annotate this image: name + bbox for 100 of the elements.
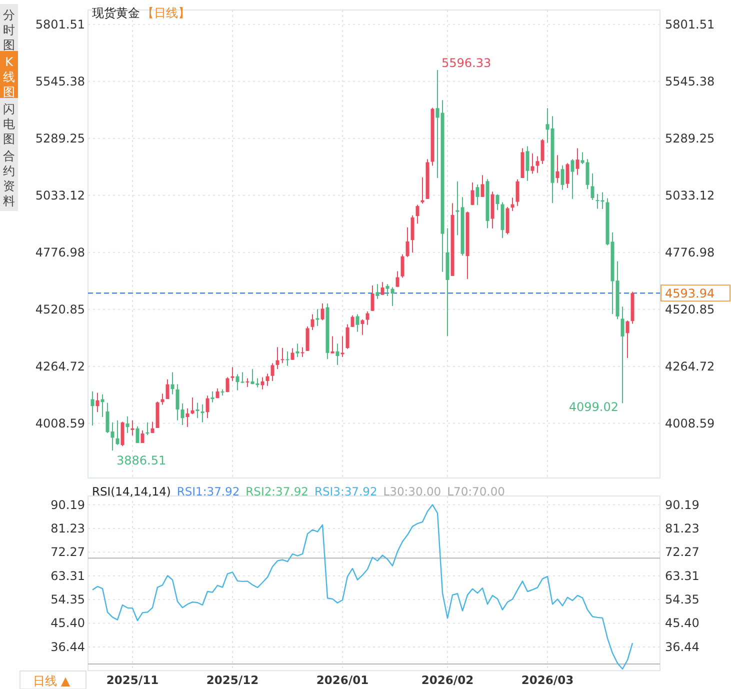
y-tick-label: 81.23 bbox=[50, 521, 85, 536]
y-tick-label: 63.31 bbox=[50, 568, 85, 583]
candlestick bbox=[480, 174, 484, 198]
candlestick bbox=[336, 343, 340, 366]
candlestick bbox=[320, 303, 324, 321]
y-tick-label: 90.19 bbox=[50, 498, 85, 512]
y2-tick-label: 4776.98 bbox=[665, 245, 715, 260]
candlestick bbox=[390, 286, 394, 306]
y-tick-label: 45.40 bbox=[50, 616, 85, 630]
candlestick bbox=[400, 254, 404, 278]
y2-tick-label: 90.19 bbox=[665, 498, 700, 512]
candlestick bbox=[196, 402, 200, 419]
candlestick bbox=[280, 347, 284, 364]
x-tick-label: 2026/03 bbox=[521, 673, 574, 687]
y-tick-label: 5801.51 bbox=[35, 17, 85, 32]
x-tick-label: 2025/11 bbox=[106, 673, 159, 687]
candlestick bbox=[206, 395, 210, 419]
y2-tick-label: 81.23 bbox=[665, 521, 700, 536]
y2-tick-label: 54.35 bbox=[665, 592, 700, 607]
chart-subtitle: 【日线】 bbox=[142, 6, 190, 20]
candlestick bbox=[306, 326, 310, 352]
candlestick bbox=[226, 376, 230, 393]
annotation: 5596.33 bbox=[442, 56, 492, 70]
legend-title: RSI(14,14,14) bbox=[92, 484, 171, 498]
candlestick bbox=[470, 182, 474, 206]
candlestick bbox=[396, 270, 400, 288]
candlestick bbox=[340, 336, 344, 358]
candlestick bbox=[406, 226, 410, 258]
candlestick bbox=[126, 416, 130, 434]
candlestick bbox=[556, 154, 560, 184]
candlestick bbox=[536, 156, 540, 174]
y-tick-label: 72.27 bbox=[50, 545, 85, 560]
candlestick bbox=[120, 421, 124, 447]
y2-tick-label: 5289.25 bbox=[665, 131, 715, 146]
y2-tick-label: 5801.51 bbox=[665, 17, 715, 32]
candlestick bbox=[310, 314, 314, 331]
candlestick bbox=[330, 336, 334, 354]
candlestick bbox=[176, 384, 180, 421]
candlestick bbox=[136, 426, 140, 444]
candlestick bbox=[260, 376, 264, 390]
y-tick-label: 5289.25 bbox=[35, 131, 85, 146]
candlestick bbox=[140, 430, 144, 444]
annotation: RSI2:37.92 bbox=[246, 484, 308, 498]
line-series bbox=[92, 504, 634, 670]
text: 闪电图 bbox=[3, 102, 15, 146]
text: 日线 ▲ bbox=[33, 674, 71, 688]
y2-tick-label: 4264.72 bbox=[665, 359, 715, 374]
candlestick bbox=[116, 420, 120, 446]
annotation: 4099.02 bbox=[568, 400, 618, 414]
annotation: L30:30.00 bbox=[383, 484, 442, 498]
candlestick bbox=[160, 393, 164, 406]
chart-title: 现货黄金 bbox=[92, 6, 140, 20]
y2-tick-label: 36.44 bbox=[665, 640, 700, 654]
candlestick bbox=[100, 394, 104, 418]
text: K线图 bbox=[3, 55, 15, 99]
candlestick bbox=[276, 346, 280, 370]
ref-line-label: 4593.94 bbox=[665, 286, 715, 301]
candlestick bbox=[190, 396, 194, 415]
candlestick bbox=[290, 348, 294, 360]
y-tick-label: 36.44 bbox=[50, 640, 85, 654]
candlestick bbox=[576, 148, 580, 176]
candlestick bbox=[286, 350, 290, 366]
candlestick bbox=[346, 324, 350, 350]
candlestick bbox=[476, 184, 480, 206]
x-tick-label: 2026/02 bbox=[421, 673, 474, 687]
candlestick bbox=[166, 378, 170, 400]
candlestick bbox=[386, 284, 390, 296]
y2-tick-label: 63.31 bbox=[665, 568, 700, 583]
y-tick-label: 54.35 bbox=[50, 592, 85, 607]
candlestick bbox=[96, 392, 100, 413]
candlestick bbox=[410, 214, 414, 254]
candlestick bbox=[300, 346, 304, 358]
y2-tick-label: 5545.38 bbox=[665, 74, 715, 88]
y-tick-label: 4264.72 bbox=[35, 359, 85, 374]
candlestick bbox=[566, 162, 570, 189]
candlestick bbox=[376, 284, 380, 300]
candlestick bbox=[360, 318, 364, 336]
candlestick bbox=[130, 420, 134, 436]
y-tick-label: 4520.85 bbox=[35, 302, 85, 316]
candlestick bbox=[366, 310, 370, 326]
text: RSI3:37.92 bbox=[314, 484, 378, 498]
candlestick bbox=[270, 362, 274, 382]
candlestick bbox=[296, 343, 300, 358]
candlestick bbox=[620, 306, 624, 404]
candlestick bbox=[316, 308, 320, 327]
candlestick bbox=[210, 390, 214, 403]
candlestick bbox=[186, 408, 190, 428]
candlestick bbox=[420, 176, 424, 204]
annotation: RSI1:37.92 bbox=[176, 484, 240, 498]
x-tick-label: 2026/01 bbox=[316, 673, 369, 687]
y2-tick-label: 72.27 bbox=[665, 545, 700, 560]
y2-tick-label: 4520.85 bbox=[665, 302, 715, 316]
candlestick bbox=[570, 158, 574, 200]
candlestick bbox=[590, 172, 594, 201]
candlestick bbox=[370, 285, 374, 312]
y-tick-label: 5545.38 bbox=[35, 74, 85, 88]
annotation: 3886.51 bbox=[116, 454, 166, 468]
candlestick bbox=[266, 373, 270, 386]
candlestick bbox=[530, 152, 534, 174]
y-tick-label: 5033.12 bbox=[35, 188, 85, 202]
